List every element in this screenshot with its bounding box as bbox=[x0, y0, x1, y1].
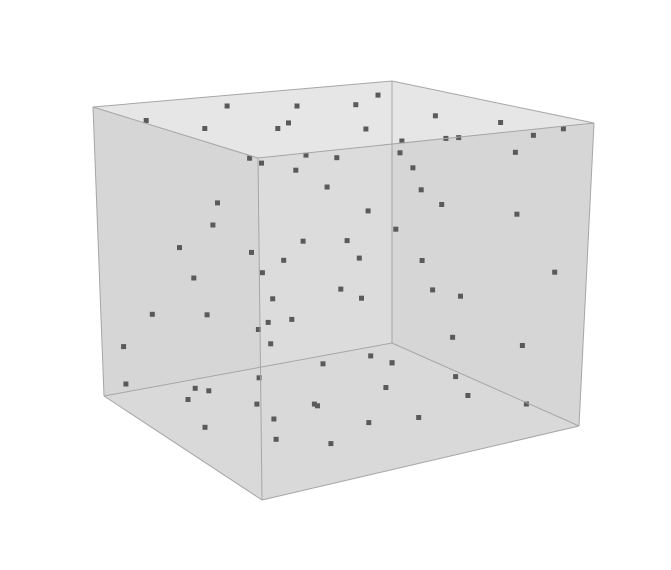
cube-edge bbox=[391, 342, 580, 427]
data-point bbox=[204, 312, 210, 318]
data-point bbox=[419, 258, 425, 263]
data-point bbox=[286, 120, 291, 126]
data-point bbox=[293, 167, 299, 173]
data-point bbox=[353, 102, 359, 108]
data-point bbox=[300, 238, 306, 244]
data-point bbox=[363, 126, 369, 132]
cube-edge bbox=[103, 342, 393, 397]
data-point bbox=[192, 385, 198, 391]
data-point bbox=[259, 270, 265, 276]
cube-edge bbox=[261, 425, 580, 501]
data-point bbox=[453, 374, 459, 380]
data-point bbox=[450, 334, 456, 340]
data-point bbox=[514, 211, 520, 217]
data-point bbox=[311, 401, 317, 407]
data-point bbox=[383, 385, 389, 390]
data-point bbox=[338, 286, 344, 292]
cube-edge bbox=[578, 122, 595, 427]
data-point bbox=[191, 275, 197, 281]
data-point bbox=[430, 287, 436, 293]
data-point bbox=[121, 344, 127, 350]
data-point bbox=[334, 155, 340, 161]
data-point bbox=[512, 149, 518, 155]
data-point bbox=[149, 311, 155, 317]
data-point bbox=[465, 393, 471, 398]
cube-edge bbox=[257, 122, 595, 159]
data-point bbox=[456, 135, 462, 141]
data-point bbox=[375, 92, 381, 98]
data-point bbox=[206, 388, 212, 394]
data-point bbox=[224, 103, 230, 109]
data-point bbox=[519, 343, 525, 348]
data-point bbox=[410, 165, 416, 171]
data-point bbox=[256, 375, 262, 381]
cube-edge bbox=[92, 106, 105, 397]
data-point bbox=[271, 416, 277, 422]
data-point bbox=[315, 403, 320, 409]
data-point bbox=[393, 226, 399, 232]
data-point bbox=[416, 415, 422, 420]
data-points bbox=[121, 92, 566, 447]
cube-faces bbox=[93, 81, 594, 500]
data-point bbox=[365, 208, 371, 214]
data-point bbox=[303, 152, 309, 158]
data-point bbox=[202, 126, 208, 131]
data-point bbox=[265, 319, 271, 325]
data-point bbox=[552, 269, 558, 275]
cube-edge bbox=[391, 80, 595, 124]
data-point bbox=[498, 120, 504, 125]
data-point bbox=[359, 295, 364, 301]
cube-edges bbox=[92, 80, 595, 501]
data-point bbox=[210, 222, 216, 228]
data-point bbox=[389, 360, 395, 366]
data-point bbox=[399, 138, 405, 144]
data-point bbox=[530, 132, 536, 138]
data-point bbox=[247, 155, 253, 161]
data-point bbox=[560, 126, 566, 132]
data-point bbox=[397, 150, 403, 156]
data-point bbox=[418, 187, 424, 193]
data-point bbox=[281, 257, 287, 263]
data-point bbox=[185, 397, 191, 402]
data-point bbox=[123, 381, 129, 387]
data-point bbox=[249, 249, 254, 255]
data-point bbox=[458, 293, 463, 299]
data-point bbox=[344, 238, 350, 244]
data-point bbox=[202, 424, 208, 430]
data-point bbox=[177, 245, 182, 251]
data-point bbox=[215, 200, 220, 206]
data-point bbox=[143, 118, 149, 123]
data-point bbox=[275, 126, 281, 131]
data-point bbox=[259, 160, 264, 166]
cube-edge bbox=[103, 395, 263, 501]
data-point bbox=[255, 327, 261, 332]
cube-edge bbox=[92, 106, 259, 159]
data-point bbox=[270, 296, 276, 302]
data-point bbox=[523, 401, 529, 407]
data-point bbox=[366, 420, 372, 426]
cube-edge bbox=[257, 157, 263, 501]
data-point bbox=[289, 316, 295, 322]
data-point bbox=[328, 441, 334, 447]
data-point bbox=[432, 113, 438, 119]
data-point bbox=[356, 255, 362, 261]
cube-edge bbox=[92, 80, 393, 108]
cube-right-face bbox=[392, 81, 594, 426]
data-point bbox=[254, 401, 260, 407]
cube-floor-face bbox=[104, 343, 579, 500]
data-point bbox=[268, 341, 274, 347]
data-point bbox=[320, 361, 326, 367]
cube-top-face bbox=[93, 81, 594, 158]
data-point bbox=[439, 202, 445, 207]
data-point bbox=[294, 103, 300, 109]
data-point bbox=[368, 353, 374, 359]
data-point bbox=[273, 436, 279, 442]
data-point bbox=[324, 184, 330, 190]
